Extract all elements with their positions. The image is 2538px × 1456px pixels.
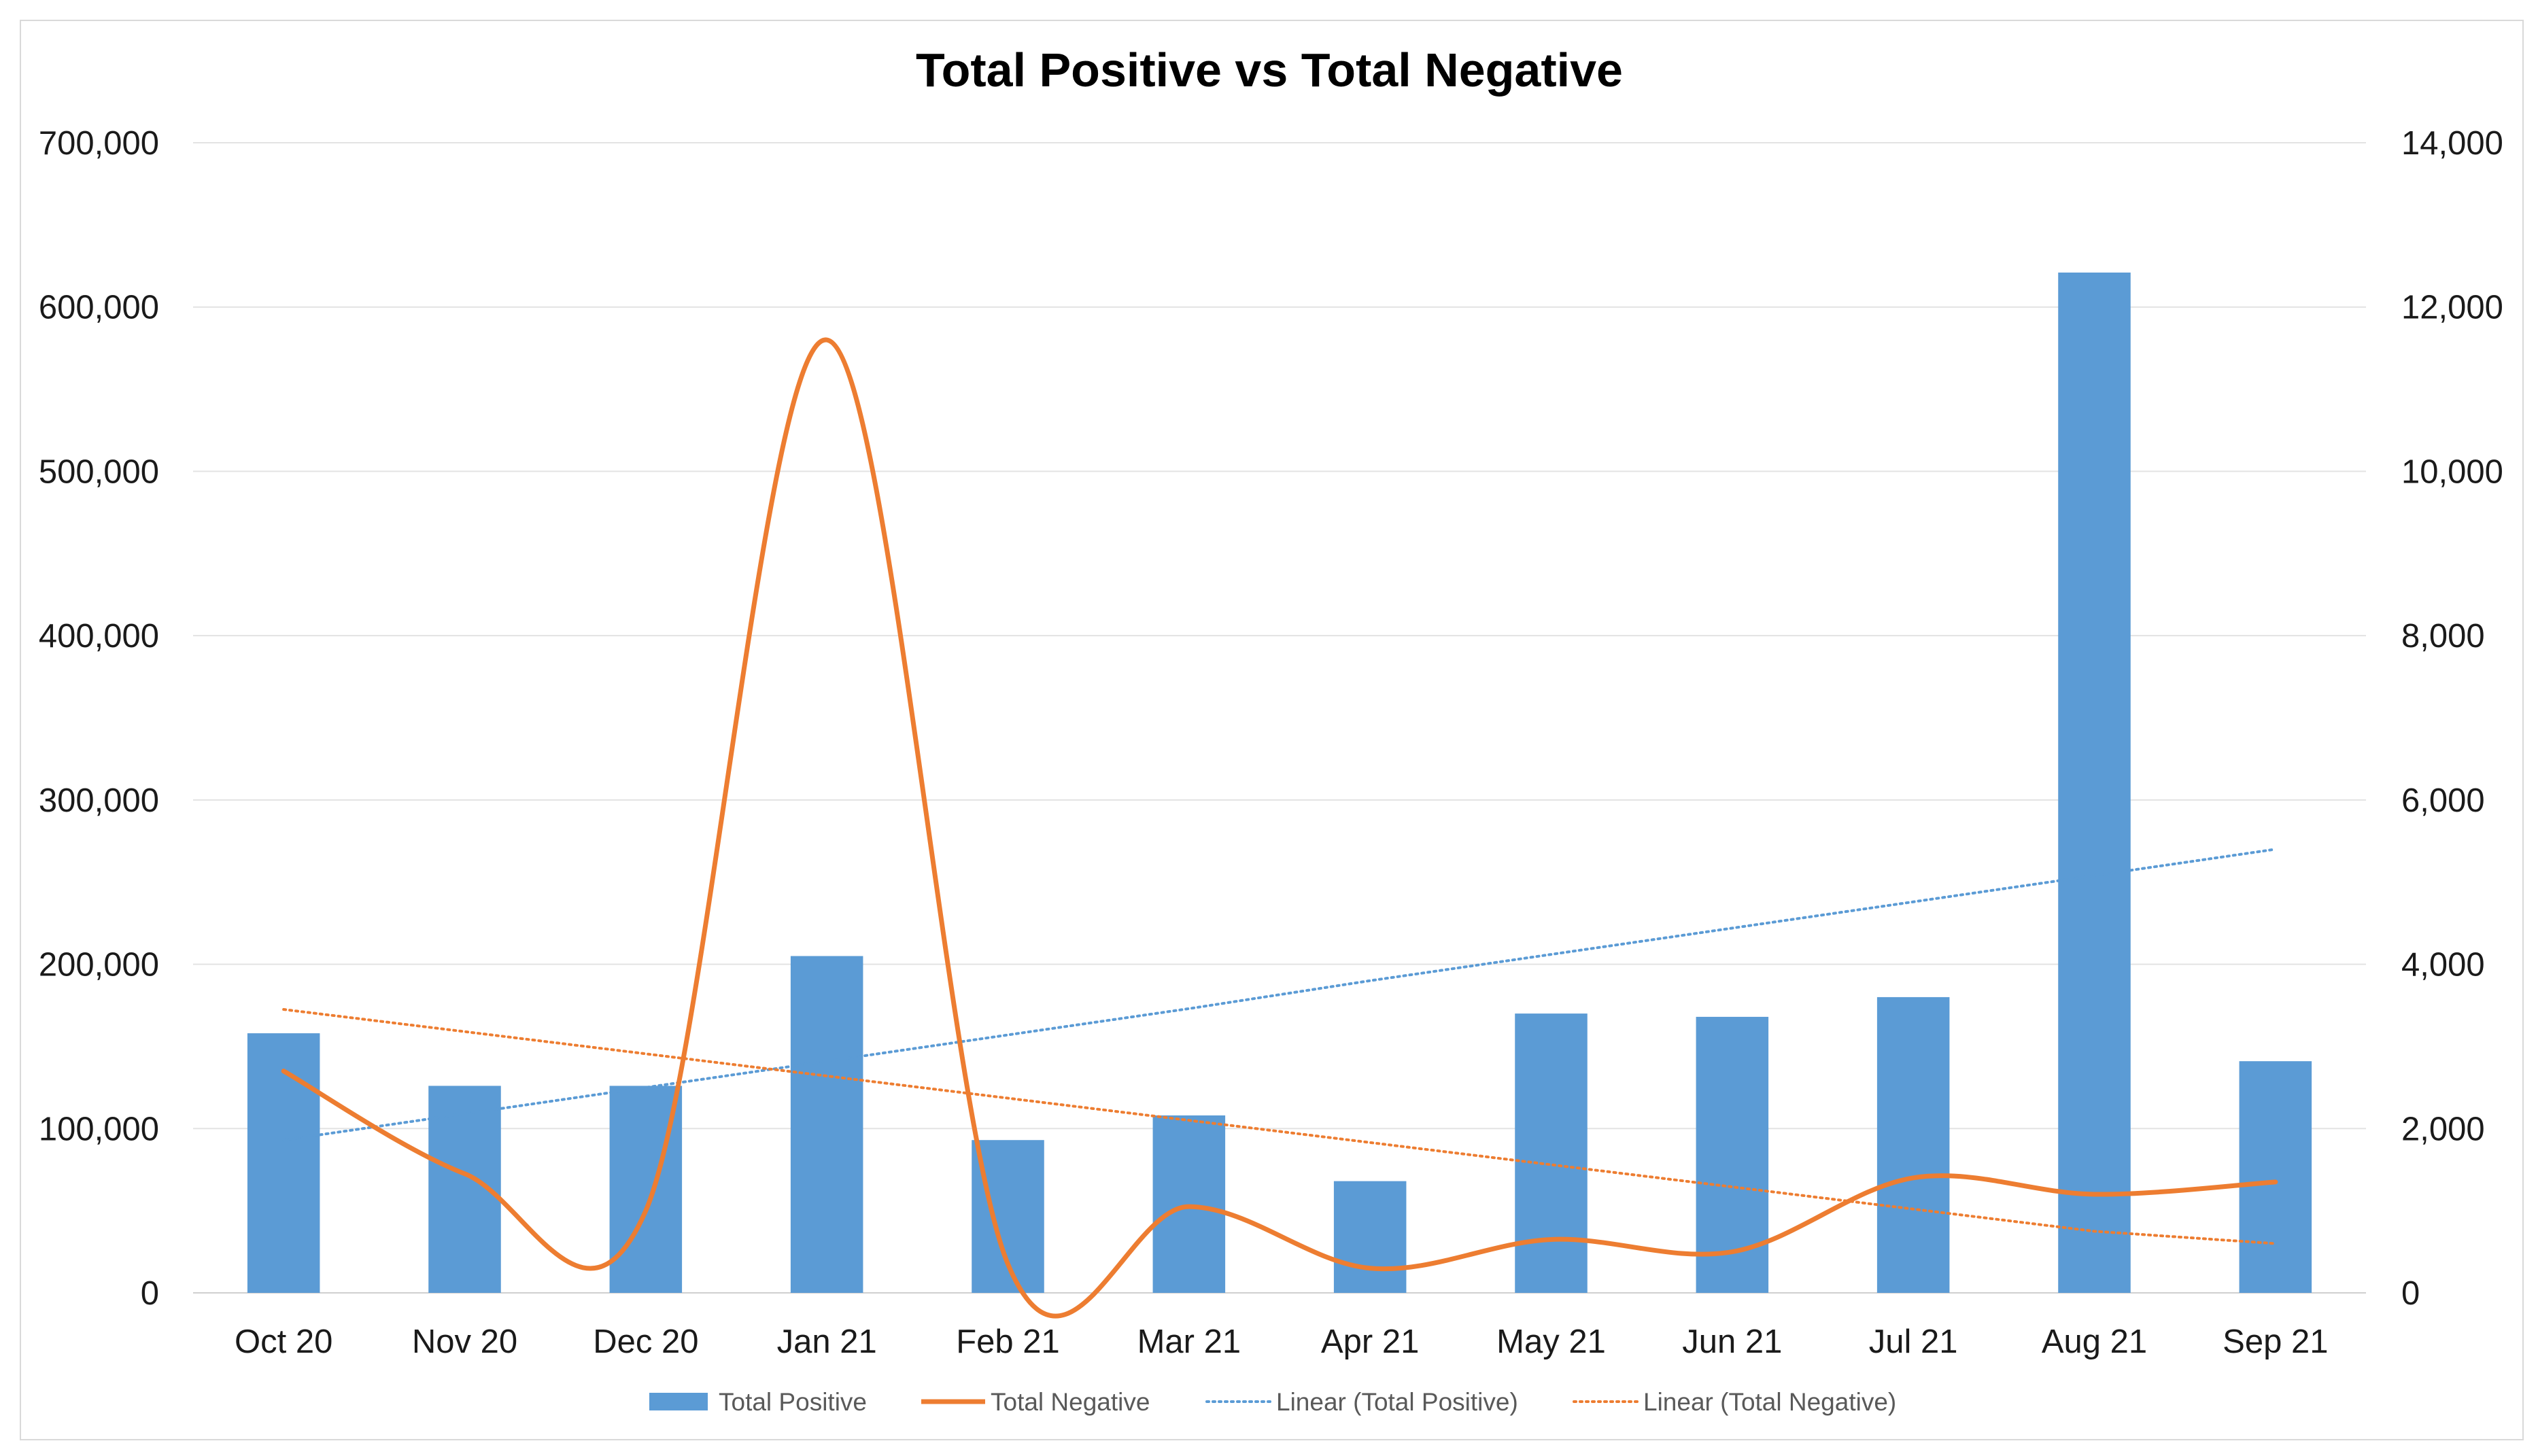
left-axis-tick-label: 500,000 xyxy=(39,453,159,490)
legend-label-total-negative: Total Negative xyxy=(991,1388,1150,1416)
gridlines xyxy=(193,142,2366,1294)
legend-label-linear-total-negative: Linear (Total Negative) xyxy=(1643,1388,1896,1416)
left-axis: 0 100,000 200,000 300,000 400,000 500,000 600,… xyxy=(39,125,159,1312)
right-axis-tick-label: 8,000 xyxy=(2401,618,2485,655)
line-total-negative xyxy=(281,337,2278,1319)
bar-total-positive-mar-21 xyxy=(1152,1115,1226,1293)
left-axis-tick-label: 300,000 xyxy=(39,782,159,819)
linear-total-positive xyxy=(282,848,2277,1142)
legend-label-linear-total-positive: Linear (Total Positive) xyxy=(1276,1388,1518,1416)
right-axis-tick-label: 12,000 xyxy=(2401,290,2503,326)
bar-total-positive-sep-21 xyxy=(2239,1061,2312,1293)
left-axis-tick-label: 200,000 xyxy=(39,947,159,984)
x-axis-tick-label: Apr 21 xyxy=(1321,1323,1419,1360)
legend: Total Positive Total Negative Linear (Tota… xyxy=(649,1388,1896,1416)
x-axis-tick-label: Aug 21 xyxy=(2042,1323,2147,1360)
linear-total-negative xyxy=(282,1008,2277,1245)
x-axis: Oct 20 Nov 20 Dec 20 Jan 21 Feb 21 Mar 21 Apr … xyxy=(235,1323,2329,1360)
right-axis-tick-label: 14,000 xyxy=(2401,125,2503,162)
right-axis-tick-label: 0 xyxy=(2401,1275,2420,1312)
bar-total-positive-aug-21 xyxy=(2058,272,2131,1293)
x-axis-tick-label: Jan 21 xyxy=(777,1323,877,1360)
x-axis-tick-label: Jul 21 xyxy=(1869,1323,1958,1360)
x-axis-tick-label: Jun 21 xyxy=(1682,1323,1782,1360)
legend-swatch-total-positive xyxy=(649,1393,708,1410)
right-axis-tick-label: 4,000 xyxy=(2401,947,2485,984)
x-axis-tick-label: Mar 21 xyxy=(1137,1323,1241,1360)
right-axis: 0 2,000 4,000 6,000 8,000 10,000 12,000 14,000 xyxy=(2401,125,2503,1312)
bar-total-positive-jan-21 xyxy=(790,956,863,1293)
x-axis-tick-label: Oct 20 xyxy=(235,1323,332,1360)
x-axis-tick-label: Nov 20 xyxy=(412,1323,517,1360)
right-axis-tick-label: 10,000 xyxy=(2401,453,2503,490)
legend-label-total-positive: Total Positive xyxy=(719,1388,867,1416)
left-axis-tick-label: 100,000 xyxy=(39,1111,159,1147)
left-axis-tick-label: 400,000 xyxy=(39,618,159,655)
bar-total-positive-oct-20 xyxy=(247,1033,320,1293)
x-axis-tick-label: May 21 xyxy=(1496,1323,1606,1360)
negative-line xyxy=(281,337,2278,1319)
left-axis-tick-label: 700,000 xyxy=(39,125,159,162)
left-axis-tick-label: 0 xyxy=(141,1275,159,1312)
left-axis-tick-label: 600,000 xyxy=(39,290,159,326)
chart-title: Total Positive vs Total Negative xyxy=(916,44,1623,97)
bar-total-positive-jul-21 xyxy=(1876,996,1950,1293)
right-axis-tick-label: 6,000 xyxy=(2401,782,2485,819)
right-axis-tick-label: 2,000 xyxy=(2401,1111,2485,1147)
x-axis-tick-label: Dec 20 xyxy=(593,1323,698,1360)
bar-total-positive-may-21 xyxy=(1515,1013,1588,1293)
bar-total-positive-apr-21 xyxy=(1333,1181,1407,1293)
x-axis-tick-label: Sep 21 xyxy=(2223,1323,2328,1360)
trendlines xyxy=(282,848,2277,1245)
x-axis-tick-label: Feb 21 xyxy=(956,1323,1060,1360)
positive-bars xyxy=(247,272,2312,1293)
